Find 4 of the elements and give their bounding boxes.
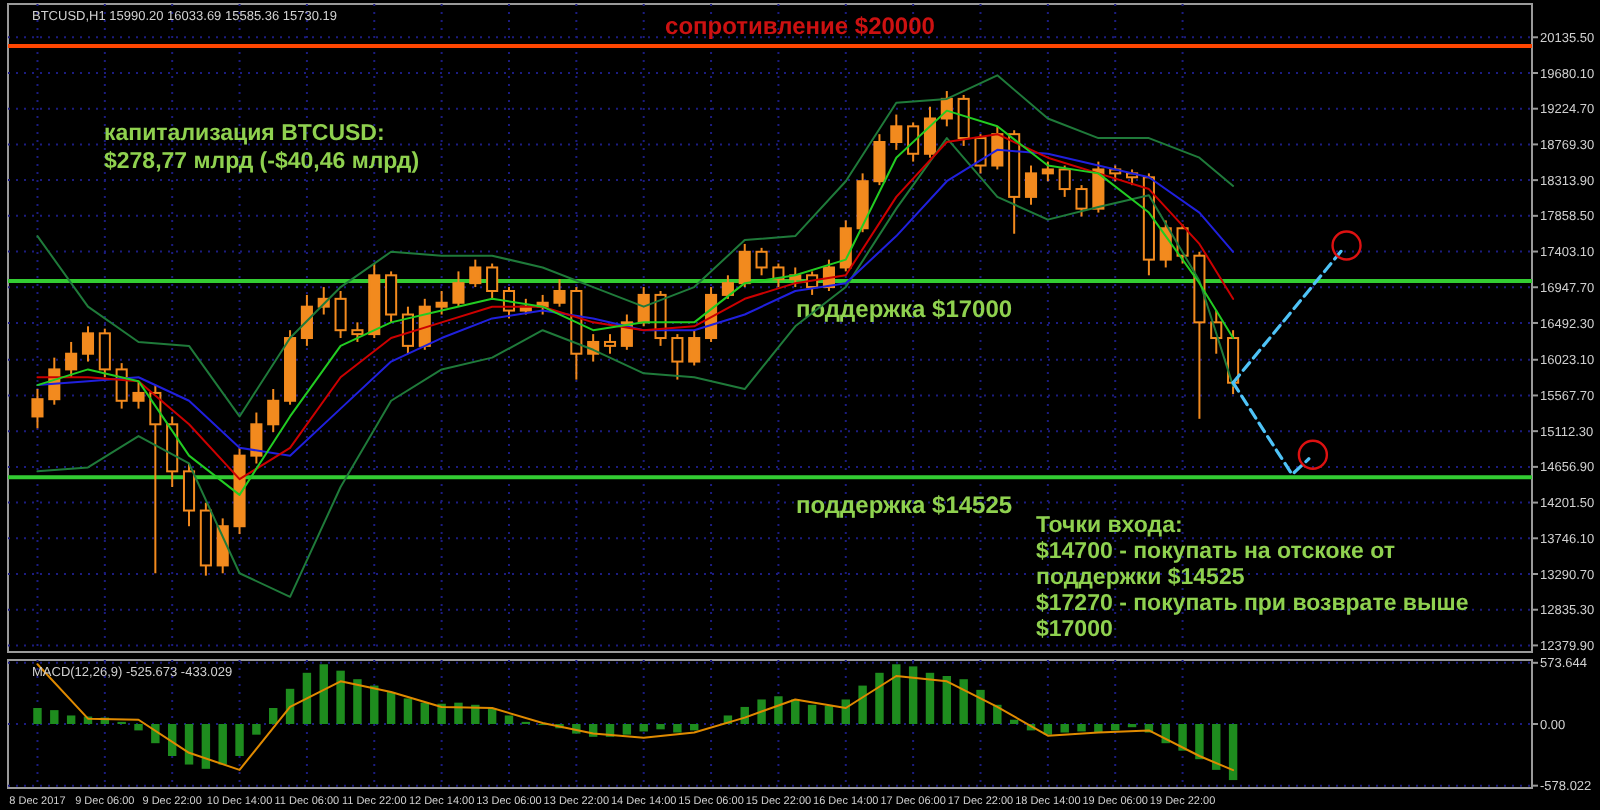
ref-line-label: поддержка $14525 [796,491,1013,520]
annotation: капитализация BTCUSD: $278,77 млрд (-$40,46 млрд) [104,122,420,174]
ref-line-label: сопротивление $20000 [665,12,936,41]
annotation: Точки входа: $14700 - покупать на отскоке от поддержки $14525 $17270 - покупать при возврате выше $17000 [1036,514,1469,642]
